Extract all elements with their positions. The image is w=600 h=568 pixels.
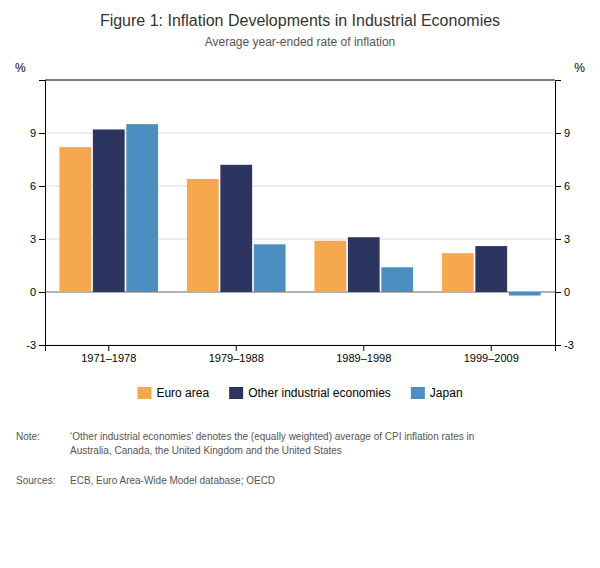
y2-axis-tick-label: 9 xyxy=(564,127,570,139)
y2-axis-tick-label: -3 xyxy=(564,339,574,351)
annotation-text: ECB, Euro Area-Wide Model database; OECD xyxy=(70,475,275,486)
y2-axis-tick-label: 3 xyxy=(564,233,570,245)
bar xyxy=(254,244,286,292)
bar xyxy=(381,267,413,292)
x-axis-tick-mark xyxy=(491,345,492,351)
x-axis-tick-label: 1971–1978 xyxy=(81,352,136,364)
y-axis-line xyxy=(39,81,46,346)
annotation-label: Sources: xyxy=(16,475,55,486)
y-axis-tick-mark xyxy=(39,292,45,293)
x-axis-tick-mark xyxy=(108,345,109,351)
x-axis-tick-mark xyxy=(363,345,364,351)
y2-axis-tick-label: 6 xyxy=(564,180,570,192)
title: Figure 1: Inflation Developments in Indu… xyxy=(100,12,500,29)
y2-axis-tick: 6 xyxy=(555,180,570,192)
y-axis-tick: 0 xyxy=(30,286,45,298)
bar xyxy=(442,253,474,292)
y-axis-tick-mark xyxy=(39,345,45,346)
x-axis-tick: 1999–2009 xyxy=(464,345,519,364)
y2-axis: -3 0 3 6 9 xyxy=(555,81,574,352)
y-axis-tick-mark xyxy=(39,186,45,187)
legend-label: Japan xyxy=(430,386,463,400)
y-axis-label: % xyxy=(15,61,26,75)
bar xyxy=(220,165,252,292)
y-axis-tick-label: -3 xyxy=(26,339,36,351)
y-axis-tick: -3 xyxy=(26,339,45,351)
legend-swatch xyxy=(411,387,425,399)
bar xyxy=(126,124,158,292)
x-axis-tick-label: 1989–1998 xyxy=(336,352,391,364)
annotations: Note: ‘Other industrial economies’ denote… xyxy=(16,431,474,486)
y2-axis-tick: 9 xyxy=(555,127,570,139)
y2-axis-line xyxy=(556,81,562,346)
y2-axis-label: % xyxy=(574,61,585,75)
y-axis-tick-mark xyxy=(39,133,45,134)
y-axis-tick-label: 6 xyxy=(30,180,36,192)
y-axis: -3 0 3 6 9 xyxy=(26,81,45,352)
y2-axis-tick: 0 xyxy=(555,286,570,298)
y-axis-tick-label: 9 xyxy=(30,127,36,139)
y2-axis-tick-mark xyxy=(555,186,561,187)
bar xyxy=(509,292,541,296)
x-axis-tick: 1979–1988 xyxy=(209,345,264,364)
chart-svg: Figure 1: Inflation Developments in Indu… xyxy=(0,0,600,568)
annotation-label: Note: xyxy=(16,431,40,442)
subtitle: Average year-ended rate of inflation xyxy=(205,35,396,49)
legend-item: Japan xyxy=(411,386,463,400)
bar xyxy=(475,246,507,292)
x-axis-tick: 1989–1998 xyxy=(336,345,391,364)
y2-axis-tick: 3 xyxy=(555,233,570,245)
legend-label: Euro area xyxy=(156,386,209,400)
x-axis-tick-mark xyxy=(236,345,237,351)
x-axis-tick: 1971–1978 xyxy=(81,345,136,364)
y2-axis-tick-label: 0 xyxy=(564,286,570,298)
bar-series xyxy=(126,124,540,295)
y-axis-tick: 3 xyxy=(30,233,45,245)
x-axis-line xyxy=(46,346,556,352)
y2-axis-tick-mark xyxy=(555,133,561,134)
legend-label: Other industrial economies xyxy=(248,386,391,400)
legend-swatch xyxy=(229,387,243,399)
bar xyxy=(348,237,380,292)
legend-item: Euro area xyxy=(137,386,209,400)
x-axis-tick-label: 1979–1988 xyxy=(209,352,264,364)
bar xyxy=(187,179,219,292)
plot-frame-top xyxy=(45,80,555,81)
bar xyxy=(314,241,346,292)
y-axis-tick-label: 0 xyxy=(30,286,36,298)
legend-item: Other industrial economies xyxy=(229,386,391,400)
y-axis-tick-mark xyxy=(39,239,45,240)
x-axis-tick-label: 1999–2009 xyxy=(464,352,519,364)
bar xyxy=(93,129,125,292)
y-axis-tick: 9 xyxy=(30,127,45,139)
y2-axis-tick-mark xyxy=(555,292,561,293)
y-axis-tick-label: 3 xyxy=(30,233,36,245)
y2-axis-tick: -3 xyxy=(555,339,574,351)
legend: Euro area Other industrial economies Japan xyxy=(137,386,462,400)
bars xyxy=(59,124,540,295)
bar xyxy=(59,147,91,292)
y2-axis-tick-mark xyxy=(555,239,561,240)
x-axis: 1971–1978 1979–1988 1989–1998 1999–2009 xyxy=(46,345,556,364)
annotation-text: ‘Other industrial economies’ denotes the… xyxy=(70,431,474,456)
legend-swatch xyxy=(137,387,151,399)
y-axis-tick: 6 xyxy=(30,180,45,192)
